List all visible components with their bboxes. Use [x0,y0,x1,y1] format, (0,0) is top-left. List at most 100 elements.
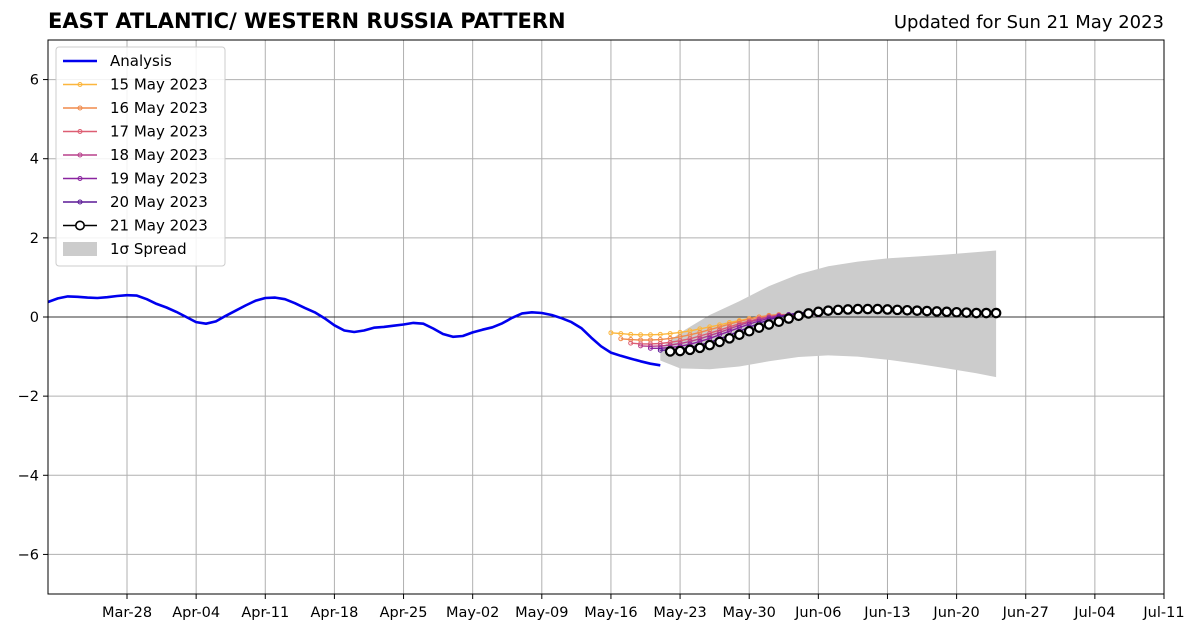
latest-forecast-point [773,316,785,328]
latest-forecast-point [911,305,923,316]
y-tick-label: 6 [30,73,39,89]
y-tick-label: −4 [18,468,39,484]
forecast-point [677,338,683,344]
x-tick-label: May-02 [446,605,499,621]
forecast-point [717,324,723,330]
forecast-point [657,347,663,353]
legend-swatch [63,242,97,256]
latest-forecast-point [921,305,933,317]
forecast-point [677,341,683,347]
latest-forecast-point [694,342,706,354]
legend-marker [77,176,83,181]
legend: Analysis 15 May 2023 16 May 2023 17 May 202… [55,46,226,267]
x-tick-label: May-09 [515,605,568,621]
forecast-point [638,332,644,338]
y-tick-label: −6 [18,547,39,563]
x-tick-label: Jun-06 [794,605,841,621]
forecast-point [618,336,624,342]
legend-entry: 20 May 2023 [63,193,208,211]
legend-label: 20 May 2023 [110,193,208,211]
legend-entry: 17 May 2023 [63,123,208,141]
x-tick-label: Apr-04 [172,605,220,621]
legend-label: 21 May 2023 [110,217,208,235]
latest-forecast-point [882,304,893,315]
latest-forecast-point [704,339,715,351]
legend-entry: 16 May 2023 [63,99,208,117]
chart-subtitle: Updated for Sun 21 May 2023 [893,12,1164,33]
latest-forecast-point [664,346,676,357]
legend-marker [77,105,83,111]
forecast-point [628,331,634,337]
latest-forecast-point [753,322,765,333]
x-tick-label: Mar-28 [102,605,152,621]
forecast-point [618,331,624,337]
legend-label: 16 May 2023 [110,99,208,117]
x-tick-label: Jun-13 [863,605,910,621]
legend-label: Analysis [110,52,172,70]
legend-entry: 18 May 2023 [63,146,208,164]
legend-entry: 15 May 2023 [63,76,208,94]
latest-forecast-point [901,304,913,316]
latest-forecast-point [813,306,824,318]
x-tick-label: Jul-11 [1142,605,1184,621]
x-tick-label: Apr-25 [380,605,428,621]
forecast-point [726,321,732,327]
forecast-point [638,343,644,349]
legend-label: 1σ Spread [110,240,187,258]
y-tick-label: 4 [30,152,39,168]
latest-forecast-point [971,307,982,319]
latest-forecast-point [743,325,755,337]
legend-marker [77,199,83,205]
forecast-point [628,340,634,346]
legend-entry: Analysis [63,52,172,70]
latest-forecast-point [674,345,686,357]
latest-forecast-point [793,310,804,322]
legend-label: 15 May 2023 [110,76,208,94]
latest-forecast-point [941,306,953,318]
legend-marker [77,129,83,134]
latest-forecast-point [961,307,972,318]
latest-forecast-point [862,303,874,315]
latest-forecast-point [684,344,696,356]
analysis-series [47,293,661,367]
x-tick-label: Jun-20 [932,605,979,621]
x-tick-label: May-16 [584,605,637,621]
x-tick-label: Apr-11 [241,605,289,621]
legend-entry: 21 May 2023 [63,217,208,235]
latest-forecast-point [892,304,903,316]
x-tick-label: Apr-18 [310,605,358,621]
latest-forecast-point [783,313,795,324]
latest-forecast-point [990,307,1002,319]
legend-label: 17 May 2023 [110,123,208,141]
analysis-line [47,293,661,367]
chart-title: EAST ATLANTIC/ WESTERN RUSSIA PATTERN [48,9,566,33]
latest-forecast-point [832,304,844,316]
x-tick-label: May-30 [723,605,776,621]
x-tick-label: May-23 [653,605,706,621]
legend-label: 18 May 2023 [110,146,208,164]
y-tick-label: 0 [30,310,39,326]
forecast-point [667,339,673,345]
latest-forecast-point [852,303,864,315]
forecast-point [608,330,614,336]
latest-forecast-point [842,304,854,315]
x-tick-label: Jun-27 [1002,605,1049,621]
forecast-point [647,345,653,351]
latest-forecast-series [664,303,1002,357]
x-axis-ticks: Mar-28 Apr-04 Apr-11 Apr-18 Apr-25 May-02 May-… [102,594,1185,621]
latest-forecast-point [724,333,735,344]
y-tick-label: 2 [30,231,39,247]
latest-forecast-point [803,308,814,319]
forecast-point [647,332,653,338]
forecast-point [687,339,693,345]
legend-entry: 19 May 2023 [63,170,208,188]
forecast-point [667,331,673,337]
forecast-point [697,333,703,339]
legend-entry: 1σ Spread [63,240,187,258]
y-axis-ticks: −6 −4 −2 0 2 4 6 [18,73,48,563]
legend-box [55,46,226,267]
legend-label: 19 May 2023 [110,170,208,188]
forecast-point [638,341,644,347]
forecast-point [707,333,713,339]
